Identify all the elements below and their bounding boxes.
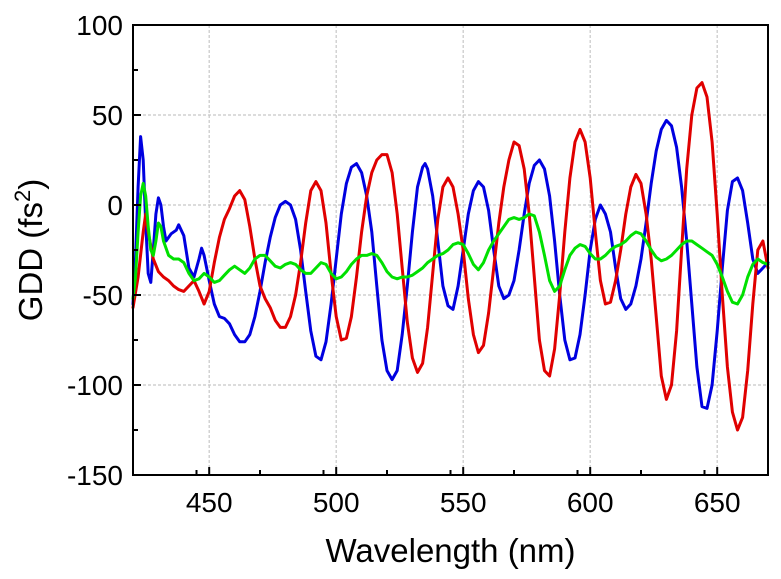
x-tick-label: 600 [567,487,614,518]
y-axis-title-superscript: 2 [10,190,35,202]
x-tick-label: 450 [186,487,233,518]
series-line-1 [131,118,770,410]
x-tick-label: 500 [313,487,360,518]
grid-lines [133,24,768,476]
x-tick-label: 550 [440,487,487,518]
plot-frame [132,24,769,476]
y-tick-label: -50 [83,280,123,311]
series-line-2 [131,81,770,432]
y-tick-label: -150 [67,460,123,491]
y-tick-label: -100 [67,370,123,401]
y-tick-label: 0 [107,190,123,221]
series-lines [131,81,770,432]
y-axis-title-close: ) [12,179,49,190]
x-axis-title: Wavelength (nm) [325,532,575,569]
y-tick-label: 100 [76,10,123,41]
y-axis-title: GDD (fs2) [10,179,50,321]
x-tick-label: 650 [694,487,741,518]
y-axis-title-main: GDD (fs [12,202,49,321]
y-tick-label: 50 [92,100,123,131]
series-line-3 [131,181,770,306]
